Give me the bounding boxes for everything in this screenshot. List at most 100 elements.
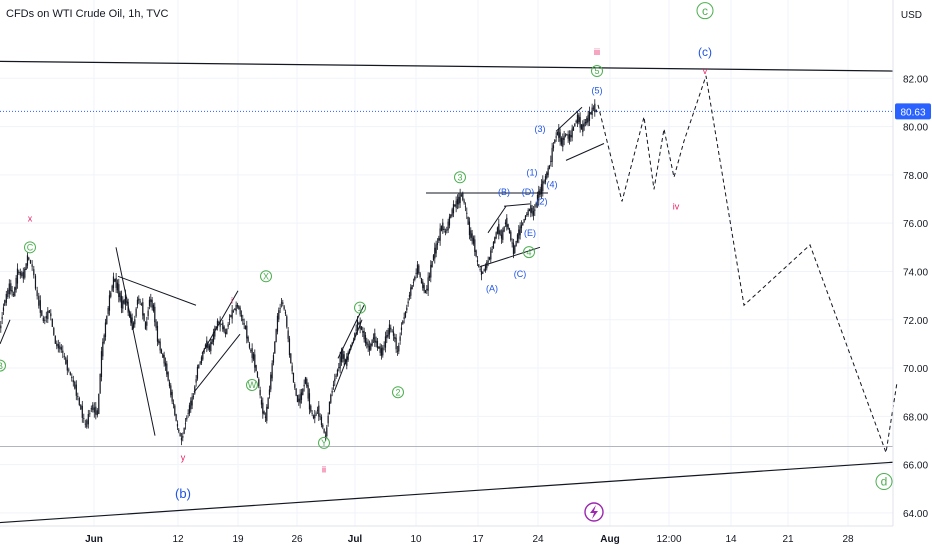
candle-body xyxy=(336,369,339,376)
wave-label: 4 xyxy=(526,247,531,257)
candle-body xyxy=(128,311,131,317)
x-tick-label: 14 xyxy=(725,534,737,545)
candle-body xyxy=(21,272,23,277)
candle-body xyxy=(502,230,504,240)
candle-body xyxy=(559,132,561,142)
candle-body xyxy=(136,299,139,306)
x-tick-label: 12:00 xyxy=(656,534,681,545)
candle-body xyxy=(487,260,489,263)
candle-body xyxy=(62,350,64,353)
candle-body xyxy=(112,276,115,289)
candle-body xyxy=(396,350,399,352)
candle-body xyxy=(69,372,71,375)
candle-body xyxy=(448,216,451,226)
candle-body xyxy=(172,403,175,405)
candle-body xyxy=(218,322,220,324)
candle-body xyxy=(123,299,125,304)
candle-body xyxy=(147,310,149,316)
candle-body xyxy=(547,167,549,176)
chart-title: CFDs on WTI Crude Oil, 1h, TVC xyxy=(6,8,169,20)
candle-body xyxy=(279,308,281,310)
candle-body xyxy=(36,290,38,297)
candle-body xyxy=(188,405,191,414)
candle-body xyxy=(4,300,6,306)
candle-body xyxy=(474,239,476,252)
candle-body xyxy=(106,316,108,324)
candle-body xyxy=(531,207,533,214)
candle-body xyxy=(490,250,492,260)
candle-body xyxy=(243,322,245,325)
wave-label-circle xyxy=(591,65,603,78)
x-tick-label: 28 xyxy=(842,534,854,545)
candle-body xyxy=(426,288,428,291)
candle-body xyxy=(560,138,563,145)
candle-body xyxy=(48,310,50,313)
candle-body xyxy=(222,322,224,330)
candle-body xyxy=(468,221,471,236)
candle-body xyxy=(45,315,47,319)
wave-label: (4) xyxy=(547,180,558,190)
candle-body xyxy=(451,209,453,216)
candle-body xyxy=(386,335,388,338)
candle-body xyxy=(186,417,188,420)
candle-body xyxy=(331,390,333,393)
wave-label: (b) xyxy=(175,486,191,501)
candle-body xyxy=(180,437,183,441)
candle-body xyxy=(470,230,472,238)
candle-body xyxy=(154,306,156,323)
x-tick-label: 12 xyxy=(172,534,184,545)
candle-body xyxy=(15,277,17,290)
last-price-badge xyxy=(895,103,931,120)
candle-body xyxy=(346,356,348,366)
candle-body xyxy=(60,347,62,350)
candle-body xyxy=(272,355,275,363)
y-tick-label: 78.00 xyxy=(903,171,928,182)
candle-body xyxy=(178,429,180,432)
candle-body xyxy=(463,200,465,203)
candle-body xyxy=(139,301,141,303)
candle-body xyxy=(538,190,540,201)
candle-body xyxy=(263,411,265,415)
candle-body xyxy=(314,414,316,419)
candle-body xyxy=(420,278,423,284)
candle-body xyxy=(234,309,236,310)
wave-label: (2) xyxy=(537,197,548,207)
candle-body xyxy=(462,193,464,200)
candle-body xyxy=(495,232,497,239)
candle-body xyxy=(540,184,543,195)
candle-body xyxy=(440,225,443,231)
candle-body xyxy=(194,386,196,394)
wave-labels: x C By (b) i X W Yii 1 2 3 (B) (D) (A) (C) (E) 4 (1) (2) (3… xyxy=(0,2,893,522)
candle-body xyxy=(250,350,252,352)
candle-body xyxy=(480,270,483,275)
candle-body xyxy=(344,359,347,364)
candle-body xyxy=(287,330,289,339)
candle-body xyxy=(53,327,55,335)
candle-body xyxy=(68,369,70,371)
candle-body xyxy=(564,134,567,136)
currency-label[interactable]: USD xyxy=(900,10,922,21)
candle-body xyxy=(546,172,548,179)
candle-body xyxy=(315,413,317,415)
candle-body xyxy=(300,392,303,400)
candle-body xyxy=(578,115,580,123)
candle-body xyxy=(394,336,396,339)
candle-body xyxy=(591,107,593,116)
candle-body xyxy=(10,283,12,292)
candle-body xyxy=(111,285,113,291)
candle-body xyxy=(298,398,300,402)
candle-body xyxy=(187,413,189,415)
candle-body xyxy=(156,325,159,342)
candle-body xyxy=(171,391,173,402)
candle-body xyxy=(242,319,244,321)
candle-body xyxy=(118,284,120,297)
candle-body xyxy=(423,285,425,292)
wave-label-circle xyxy=(318,436,330,449)
wave-label-circle xyxy=(875,473,893,491)
candle-body xyxy=(179,433,181,437)
candle-body xyxy=(183,427,185,434)
x-tick-label: Jul xyxy=(348,534,363,545)
candle-body xyxy=(208,345,211,350)
